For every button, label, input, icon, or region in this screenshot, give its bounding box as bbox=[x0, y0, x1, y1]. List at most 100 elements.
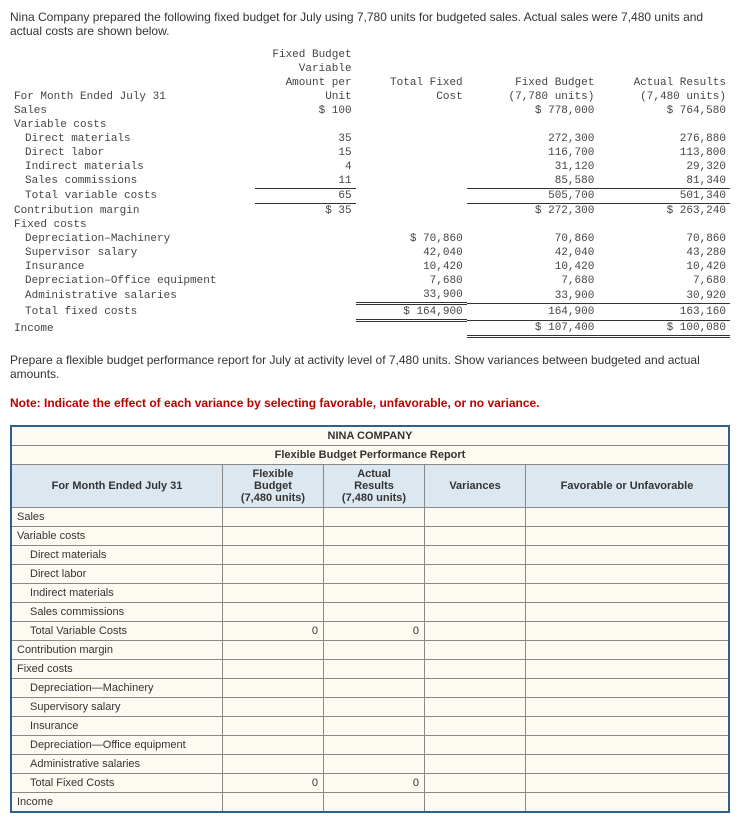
label-scom: Sales commissions bbox=[11, 603, 223, 622]
scom-a: 81,340 bbox=[598, 174, 730, 189]
cmarg-b: $ 272,300 bbox=[467, 204, 599, 219]
label-income: Income bbox=[11, 793, 223, 813]
input-cell[interactable] bbox=[526, 793, 730, 813]
label-sales: Sales bbox=[11, 508, 223, 527]
label-depm: Depreciation—Machinery bbox=[11, 679, 223, 698]
input-cell[interactable] bbox=[526, 546, 730, 565]
label-imat: Indirect materials bbox=[11, 584, 223, 603]
input-cell[interactable] bbox=[324, 641, 425, 660]
input-cell[interactable] bbox=[223, 793, 324, 813]
depm-f: $ 70,860 bbox=[356, 232, 467, 246]
row-variable-costs: Variable costs bbox=[10, 118, 255, 132]
input-cell[interactable] bbox=[425, 508, 526, 527]
period-label: For Month Ended July 31 bbox=[10, 90, 255, 104]
header-budget-units: (7,780 units) bbox=[467, 90, 599, 104]
input-cell[interactable] bbox=[526, 736, 730, 755]
input-cell[interactable] bbox=[526, 622, 730, 641]
tvar-a: 501,340 bbox=[598, 189, 730, 204]
sales-budget: $ 778,000 bbox=[467, 104, 599, 118]
label-ins: Insurance bbox=[11, 717, 223, 736]
input-cell[interactable] bbox=[223, 508, 324, 527]
input-cell[interactable] bbox=[425, 660, 526, 679]
input-cell[interactable] bbox=[324, 565, 425, 584]
input-cell[interactable] bbox=[425, 641, 526, 660]
row-supervisor: Supervisor salary bbox=[10, 246, 255, 260]
input-cell[interactable] bbox=[526, 755, 730, 774]
input-cell[interactable] bbox=[324, 546, 425, 565]
input-cell[interactable] bbox=[526, 641, 730, 660]
row-insurance: Insurance bbox=[10, 260, 255, 274]
input-cell[interactable] bbox=[425, 774, 526, 793]
input-cell[interactable] bbox=[324, 603, 425, 622]
sales-actual: $ 764,580 bbox=[598, 104, 730, 118]
header-amount-per: Amount per bbox=[255, 76, 356, 90]
input-cell[interactable] bbox=[425, 717, 526, 736]
input-cell[interactable] bbox=[425, 622, 526, 641]
input-cell[interactable] bbox=[526, 584, 730, 603]
col-actual: ActualResults(7,480 units) bbox=[324, 465, 425, 508]
input-cell[interactable] bbox=[223, 565, 324, 584]
input-cell[interactable] bbox=[425, 793, 526, 813]
input-cell[interactable] bbox=[223, 546, 324, 565]
input-cell[interactable] bbox=[223, 584, 324, 603]
input-cell[interactable] bbox=[425, 527, 526, 546]
input-cell[interactable] bbox=[526, 508, 730, 527]
dmat-v: 35 bbox=[255, 132, 356, 146]
inc-b: $ 107,400 bbox=[467, 321, 599, 337]
answer-table: NINA COMPANY Flexible Budget Performance… bbox=[10, 425, 730, 813]
row-dep-office: Depreciation–Office equipment bbox=[10, 274, 255, 288]
input-cell[interactable] bbox=[223, 679, 324, 698]
row-total-variable: Total variable costs bbox=[10, 189, 255, 204]
row-indirect-materials: Indirect materials bbox=[10, 160, 255, 174]
input-cell[interactable] bbox=[324, 736, 425, 755]
input-cell[interactable] bbox=[425, 736, 526, 755]
input-cell[interactable] bbox=[526, 717, 730, 736]
input-cell[interactable] bbox=[425, 565, 526, 584]
input-cell[interactable] bbox=[425, 603, 526, 622]
sup-f: 42,040 bbox=[356, 246, 467, 260]
tvc-flex: 0 bbox=[223, 622, 324, 641]
scom-v: 11 bbox=[255, 174, 356, 189]
input-cell[interactable] bbox=[324, 527, 425, 546]
sup-b: 42,040 bbox=[467, 246, 599, 260]
input-cell[interactable] bbox=[425, 584, 526, 603]
input-cell[interactable] bbox=[526, 660, 730, 679]
input-cell[interactable] bbox=[324, 660, 425, 679]
input-cell[interactable] bbox=[425, 698, 526, 717]
input-cell[interactable] bbox=[223, 736, 324, 755]
input-cell[interactable] bbox=[324, 508, 425, 527]
input-cell[interactable] bbox=[223, 641, 324, 660]
input-cell[interactable] bbox=[425, 755, 526, 774]
input-cell[interactable] bbox=[223, 660, 324, 679]
row-total-fixed: Total fixed costs bbox=[10, 304, 255, 321]
input-cell[interactable] bbox=[425, 679, 526, 698]
input-cell[interactable] bbox=[223, 698, 324, 717]
input-cell[interactable] bbox=[324, 584, 425, 603]
row-admin-salaries: Administrative salaries bbox=[10, 288, 255, 304]
input-cell[interactable] bbox=[324, 698, 425, 717]
col-period: For Month Ended July 31 bbox=[11, 465, 223, 508]
input-cell[interactable] bbox=[324, 755, 425, 774]
input-cell[interactable] bbox=[324, 717, 425, 736]
input-cell[interactable] bbox=[223, 755, 324, 774]
ans-row-ins: Insurance bbox=[11, 717, 729, 736]
input-cell[interactable] bbox=[526, 603, 730, 622]
input-cell[interactable] bbox=[425, 546, 526, 565]
input-cell[interactable] bbox=[526, 698, 730, 717]
input-cell[interactable] bbox=[324, 679, 425, 698]
input-cell[interactable] bbox=[526, 565, 730, 584]
company-title: NINA COMPANY bbox=[11, 426, 729, 446]
input-cell[interactable] bbox=[223, 603, 324, 622]
input-cell[interactable] bbox=[526, 527, 730, 546]
header-actual-units: (7,480 units) bbox=[598, 90, 730, 104]
ins-a: 10,420 bbox=[598, 260, 730, 274]
input-cell[interactable] bbox=[526, 774, 730, 793]
input-cell[interactable] bbox=[223, 717, 324, 736]
label-tfc: Total Fixed Costs bbox=[11, 774, 223, 793]
ans-row-income: Income bbox=[11, 793, 729, 813]
input-cell[interactable] bbox=[223, 527, 324, 546]
input-cell[interactable] bbox=[526, 679, 730, 698]
imat-a: 29,320 bbox=[598, 160, 730, 174]
input-cell[interactable] bbox=[324, 793, 425, 813]
scom-b: 85,580 bbox=[467, 174, 599, 189]
